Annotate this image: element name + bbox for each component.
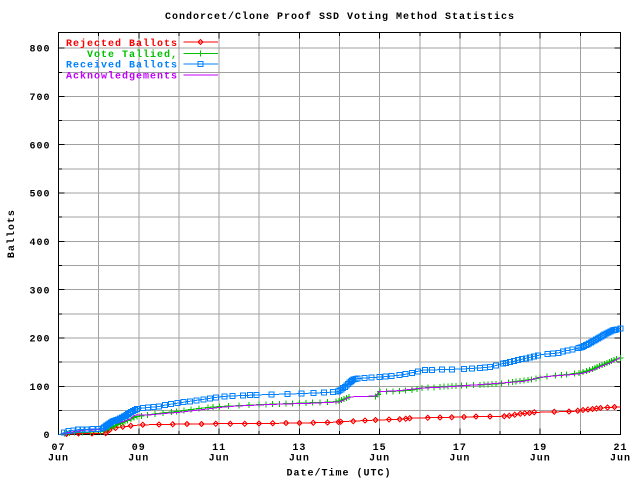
svg-text:Jun: Jun <box>610 454 631 465</box>
svg-text:Jun: Jun <box>128 454 149 465</box>
svg-text:Jun: Jun <box>209 454 230 465</box>
svg-text:0: 0 <box>43 431 50 442</box>
svg-text:Ballots: Ballots <box>6 209 18 258</box>
svg-text:Condorcet/Clone Proof SSD Voti: Condorcet/Clone Proof SSD Voting Method … <box>165 11 515 23</box>
svg-text:09: 09 <box>132 443 146 454</box>
svg-text:Jun: Jun <box>369 454 390 465</box>
svg-text:400: 400 <box>29 238 50 249</box>
svg-text:700: 700 <box>29 93 50 104</box>
svg-text:600: 600 <box>29 141 50 152</box>
svg-text:13: 13 <box>292 443 306 454</box>
svg-text:200: 200 <box>29 335 50 346</box>
svg-text:Jun: Jun <box>48 454 69 465</box>
svg-text:Rejected Ballots: Rejected Ballots <box>66 38 178 50</box>
svg-text:17: 17 <box>453 443 467 454</box>
svg-text:15: 15 <box>373 443 387 454</box>
svg-text:07: 07 <box>51 443 65 454</box>
svg-text:Vote Tallied,: Vote Tallied, <box>87 49 178 61</box>
svg-text:Date/Time (UTC): Date/Time (UTC) <box>286 468 391 480</box>
svg-text:Received Ballots: Received Ballots <box>66 60 178 72</box>
svg-text:Jun: Jun <box>449 454 470 465</box>
svg-text:21: 21 <box>613 443 627 454</box>
svg-text:800: 800 <box>29 45 50 56</box>
svg-text:100: 100 <box>29 383 50 394</box>
svg-text:Jun: Jun <box>289 454 310 465</box>
svg-text:11: 11 <box>212 443 226 454</box>
svg-text:Jun: Jun <box>530 454 551 465</box>
svg-text:300: 300 <box>29 286 50 297</box>
svg-text:19: 19 <box>533 443 547 454</box>
svg-text:500: 500 <box>29 190 50 201</box>
svg-text:Acknowledgements: Acknowledgements <box>66 71 178 83</box>
